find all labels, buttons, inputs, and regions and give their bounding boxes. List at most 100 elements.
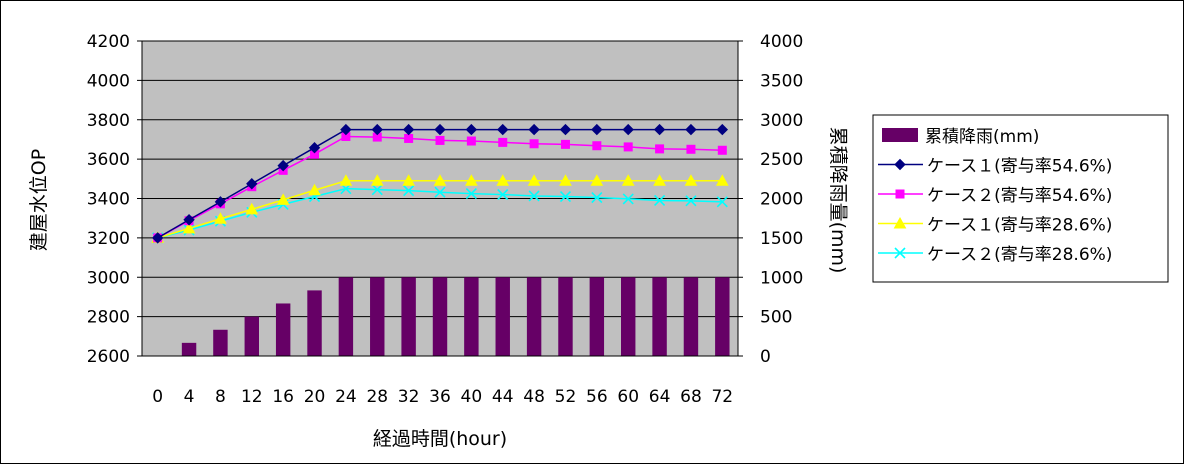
x-tick-label: 40: [461, 387, 483, 407]
series-point: [653, 123, 666, 136]
bar: [370, 277, 385, 356]
series-point: [529, 139, 539, 149]
marker-stroke: [403, 185, 415, 197]
y-tick-label: 3800: [87, 111, 130, 131]
marker-stroke: [685, 195, 697, 207]
series-point: [308, 141, 321, 154]
bar: [338, 277, 354, 356]
x-tick-label: 56: [586, 387, 608, 407]
marker-stroke: [591, 191, 603, 204]
legend-box: [872, 114, 1169, 283]
series-point: [434, 186, 446, 198]
x-tick-label: 64: [649, 387, 671, 407]
series-point: [402, 123, 415, 136]
x-tick-label: 24: [335, 387, 357, 407]
x-tick-label: 48: [523, 387, 545, 407]
series-point: [435, 135, 445, 145]
y-axis-title: 建屋水位OP: [28, 149, 50, 251]
x-axis-title: 経過時間(hour): [373, 428, 507, 450]
bar: [558, 277, 573, 356]
x-tick-label: 20: [304, 387, 326, 407]
series-point: [655, 144, 665, 154]
series-point: [308, 183, 321, 196]
marker-stroke: [371, 184, 383, 196]
marker-stroke: [434, 186, 446, 198]
y-tick-label: 4200: [87, 32, 130, 52]
bar: [464, 277, 479, 356]
series-point: [528, 123, 540, 136]
bar: [526, 277, 542, 356]
series-point: [465, 188, 477, 200]
series-point: [277, 159, 289, 172]
bar: [181, 342, 197, 356]
x-tick-label: 8: [215, 387, 226, 407]
y2-tick-label: 4000: [760, 32, 803, 52]
series-point: [560, 139, 570, 149]
marker-stroke: [465, 188, 477, 200]
axis-layer: 2600280030003200340036003800400042000500…: [87, 32, 804, 407]
x-tick-label: 16: [272, 387, 294, 407]
bar: [715, 277, 730, 356]
series-point: [497, 123, 509, 136]
x-tick-label: 60: [617, 387, 639, 407]
y2-tick-label: 0: [760, 347, 771, 367]
series-point: [685, 123, 697, 136]
marker-stroke: [716, 196, 728, 208]
series-point: [402, 174, 415, 186]
series-point: [623, 142, 633, 152]
series-point: [592, 141, 602, 151]
y-tick-label: 2600: [87, 347, 130, 367]
series-point: [716, 123, 729, 136]
x-tick-label: 0: [152, 387, 163, 407]
legend-marker: [895, 189, 905, 199]
series-point: [528, 190, 540, 202]
series-point: [371, 123, 383, 136]
marker-stroke: [622, 193, 634, 205]
x-tick-label: 12: [241, 387, 263, 407]
series-point: [715, 174, 729, 186]
series-point: [591, 191, 603, 204]
bar: [620, 277, 636, 356]
series-point: [214, 212, 227, 224]
series-point: [621, 174, 635, 186]
y2-axis-title: 累積降雨量(mm): [827, 127, 849, 274]
legend-label: ケース２(寄与率28.6%): [927, 245, 1112, 265]
x-tick-label: 36: [429, 387, 451, 407]
legend: 累積降雨(mm) ケース１(寄与率54.6%) ケース２(寄与率54.6%) ケース１…: [872, 114, 1169, 283]
series-point: [622, 123, 634, 136]
x-tick-label: 52: [555, 387, 577, 407]
bar: [275, 303, 291, 356]
plot-layer: [141, 40, 739, 357]
marker-stroke: [559, 190, 572, 203]
series-point: [527, 174, 541, 186]
series-point: [340, 123, 352, 136]
y-tick-label: 3400: [87, 190, 130, 210]
marker-stroke: [528, 190, 540, 202]
x-tick-label: 72: [711, 387, 733, 407]
y-tick-label: 3600: [87, 150, 130, 170]
series-point: [622, 193, 634, 205]
bar: [307, 290, 322, 356]
series-point: [434, 123, 446, 136]
series-point: [559, 174, 572, 186]
x-tick-label: 44: [492, 387, 514, 407]
series-point: [371, 184, 383, 196]
marker-stroke: [894, 247, 906, 259]
series-point: [151, 232, 164, 244]
bar: [495, 277, 510, 356]
bar: [401, 277, 416, 356]
y2-tick-label: 500: [760, 308, 792, 328]
legend-label: ケース１(寄与率28.6%): [927, 216, 1112, 236]
bar: [683, 277, 699, 356]
series-point: [653, 174, 666, 186]
legend-marker: [894, 247, 906, 259]
y-tick-label: 3200: [87, 229, 130, 249]
y-tick-label: 3000: [87, 268, 130, 288]
x-tick-label: 28: [366, 387, 388, 407]
series-point: [465, 174, 478, 186]
series-point: [339, 174, 353, 186]
marker-stroke: [497, 188, 509, 201]
y2-tick-label: 3500: [760, 71, 803, 91]
series-point: [559, 123, 572, 136]
